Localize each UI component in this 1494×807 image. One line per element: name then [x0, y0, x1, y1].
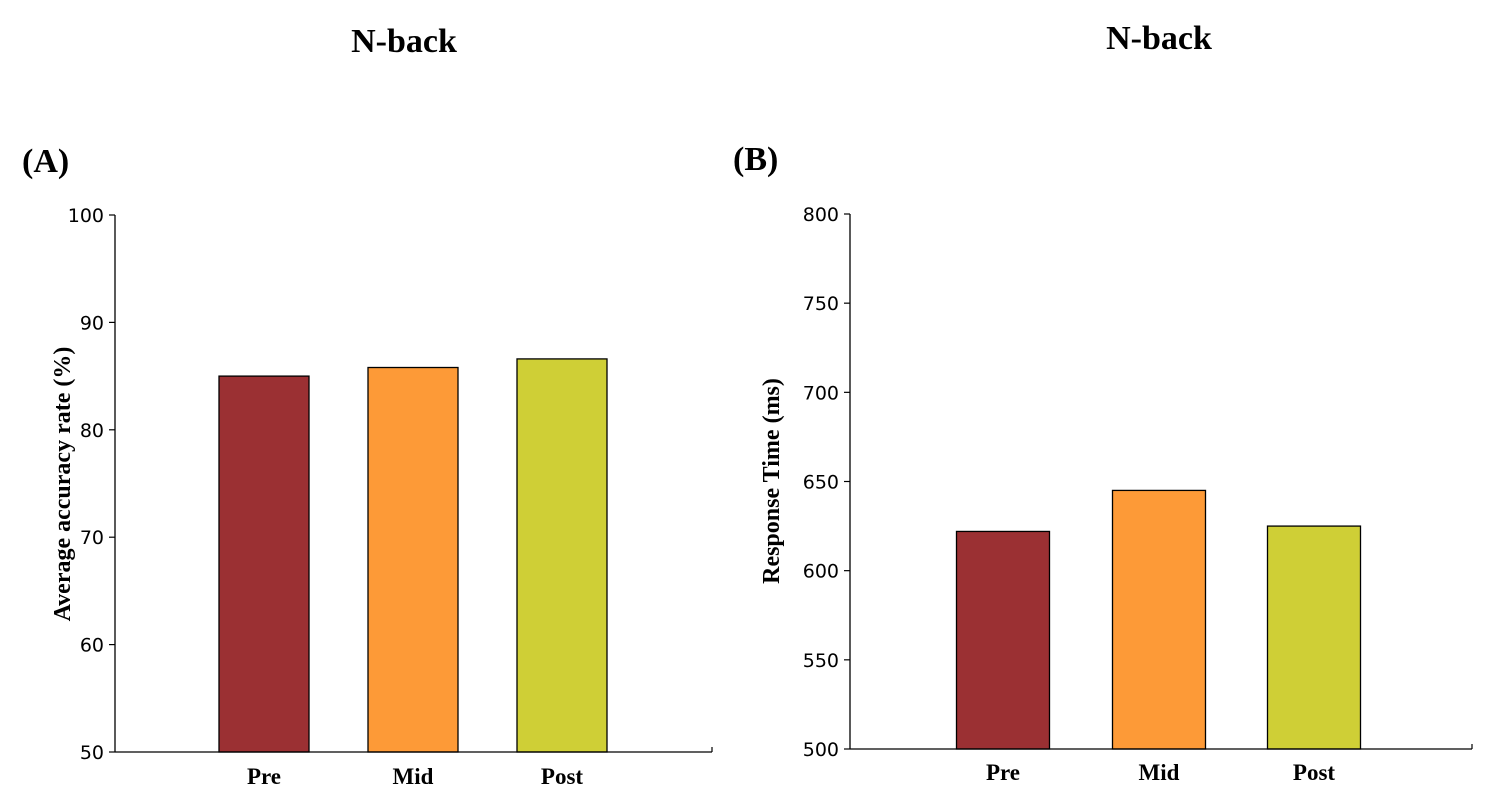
bar-pre [218, 375, 310, 753]
bar-post [1266, 525, 1362, 750]
y-tick-label: 600 [803, 561, 839, 583]
chart-title: N-back [1106, 20, 1212, 57]
y-tick-label: 550 [803, 650, 839, 672]
y-tick-label: 60 [80, 635, 104, 657]
axes [114, 215, 713, 753]
y-tick-label: 700 [803, 382, 839, 404]
y-tick-label: 800 [803, 204, 839, 226]
x-tick-label: Post [541, 764, 584, 789]
x-tick-label: Pre [247, 764, 281, 789]
panel-label: (A) [22, 143, 69, 180]
x-tick-group: Pre Mid Post [986, 760, 1335, 785]
y-tick-label: 100 [68, 205, 104, 227]
bar-post [516, 358, 608, 753]
y-axis-label: Average accuracy rate (%) [50, 347, 76, 622]
bar-pre [955, 530, 1051, 750]
panel-b: N-back (B) Response Time (ms) 500 550 600 6… [733, 20, 1473, 785]
y-axis-label: Response Time (ms) [759, 378, 785, 584]
x-tick-label: Mid [393, 764, 434, 789]
y-tick-group: 50 60 70 80 90 100 [68, 205, 115, 764]
bar-group [218, 358, 608, 753]
y-tick-label: 500 [803, 739, 839, 761]
y-tick-label: 50 [80, 742, 104, 764]
y-tick-label: 750 [803, 293, 839, 315]
panel-a: N-back (A) Average accuracy rate (%) 50 6… [22, 23, 713, 789]
x-tick-group: Pre Mid Post [247, 764, 583, 789]
y-tick-label: 80 [80, 420, 104, 442]
x-tick-label: Mid [1139, 760, 1180, 785]
bar-group [955, 489, 1362, 750]
y-tick-label: 70 [80, 527, 104, 549]
axes [849, 214, 1473, 750]
y-tick-group: 500 550 600 650 700 750 800 [803, 204, 850, 761]
bar-mid [1111, 489, 1207, 750]
y-tick-label: 90 [80, 312, 104, 334]
panel-label: (B) [733, 141, 778, 178]
chart-title: N-back [351, 23, 457, 60]
x-tick-label: Post [1293, 760, 1336, 785]
bar-mid [367, 366, 459, 753]
x-tick-label: Pre [986, 760, 1020, 785]
y-tick-label: 650 [803, 472, 839, 494]
